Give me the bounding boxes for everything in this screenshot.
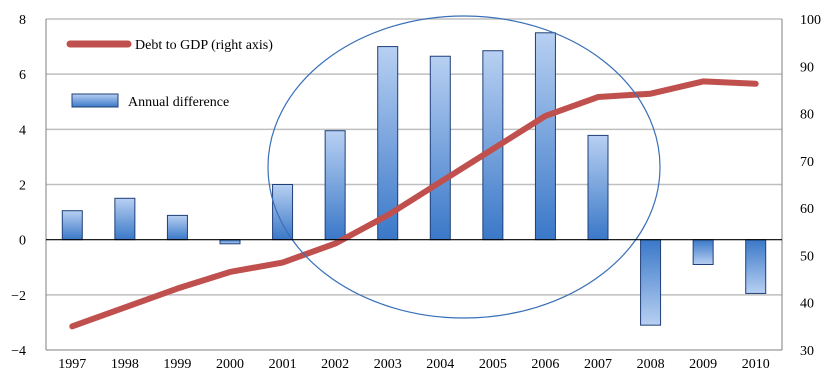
- bar-2006: [534, 32, 556, 241]
- gridlines: [46, 18, 782, 296]
- bar-1999: [166, 214, 188, 241]
- x-tick-label: 2002: [321, 357, 349, 372]
- left-tick-label: 8: [19, 13, 26, 28]
- bar-2007: [587, 134, 609, 241]
- left-tick-label: −4: [11, 344, 26, 359]
- legend-label-debt: Debt to GDP (right axis): [135, 38, 273, 53]
- x-tick-label: 1998: [111, 357, 139, 372]
- right-tick-label: 90: [800, 60, 814, 75]
- right-axis-ticks: 100 90 80 70 60 50 40 30: [800, 13, 821, 359]
- left-tick-label: 0: [19, 234, 26, 249]
- left-tick-label: 2: [19, 179, 26, 194]
- x-tick-label: 2004: [426, 357, 454, 372]
- x-tick-label: 2000: [216, 357, 244, 372]
- bar-2008: [640, 239, 662, 326]
- legend-label-annual: Annual difference: [128, 95, 229, 110]
- x-tick-label: 2001: [269, 357, 297, 372]
- bar-2009: [692, 239, 714, 265]
- right-tick-label: 40: [800, 297, 814, 312]
- x-axis-ticks: 1997 1998 1999 2000 2001 2002 2003 2004 2005 2006…: [58, 357, 769, 372]
- bar-1997: [61, 210, 83, 241]
- right-tick-label: 100: [800, 13, 821, 28]
- debt-line: [69, 78, 759, 330]
- x-tick-label: 1999: [163, 357, 191, 372]
- bar-2010: [745, 239, 767, 294]
- x-tick-label: 2008: [637, 357, 665, 372]
- legend-bar-swatch: [71, 93, 119, 108]
- legend: Debt to GDP (right axis) Annual differen…: [66, 38, 273, 110]
- right-tick-label: 50: [800, 249, 814, 264]
- highlight-ellipse: [267, 15, 661, 319]
- right-tick-label: 60: [800, 202, 814, 217]
- highlight-ellipse: [267, 15, 661, 319]
- left-tick-label: 6: [19, 68, 26, 83]
- x-tick-label: 2009: [689, 357, 717, 372]
- right-tick-label: 30: [800, 344, 814, 359]
- left-tick-label: 4: [19, 123, 26, 138]
- right-tick-label: 70: [800, 155, 814, 170]
- left-axis-ticks: 8 6 4 2 0 −2 −4: [11, 13, 26, 359]
- bars: [61, 32, 767, 326]
- x-tick-label: 2005: [479, 357, 507, 372]
- x-tick-label: 1997: [58, 357, 86, 372]
- bar-2002: [324, 130, 346, 241]
- right-tick-label: 80: [800, 108, 814, 123]
- x-tick-label: 2010: [742, 357, 770, 372]
- debt-to-gdp-line: [69, 78, 759, 330]
- bar-2001: [272, 184, 294, 241]
- bar-1998: [114, 197, 136, 241]
- x-tick-label: 2006: [531, 357, 559, 372]
- x-tick-label: 2003: [374, 357, 402, 372]
- axes: [45, 19, 783, 351]
- left-tick-label: −2: [11, 289, 26, 304]
- x-tick-label: 2007: [584, 357, 612, 372]
- bar-2000: [219, 239, 241, 245]
- bar-2004: [429, 55, 451, 241]
